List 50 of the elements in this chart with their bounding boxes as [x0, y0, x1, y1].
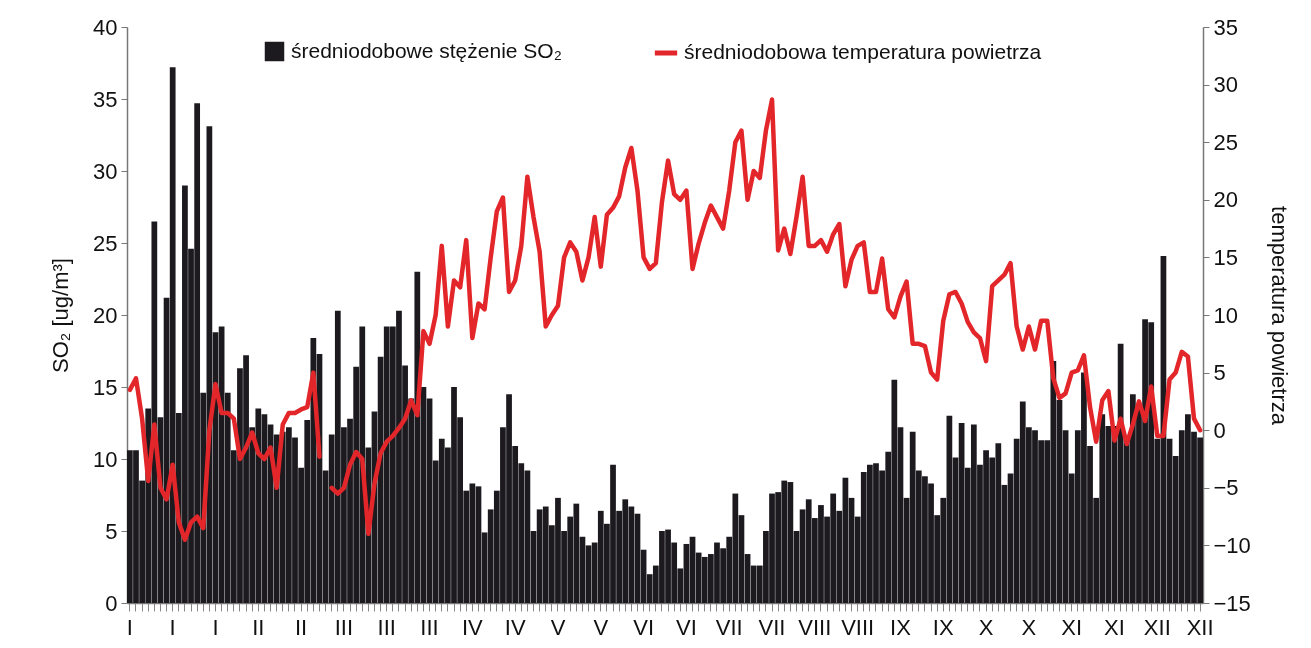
y-tick-label: 30	[93, 158, 118, 184]
y-axis-title: SO₂ [ug/m³]	[48, 258, 74, 373]
y-tick-label: 25	[93, 230, 118, 256]
x-tick-label: VIII	[841, 614, 875, 640]
y-tick-label: 10	[93, 446, 118, 472]
y2-tick-label: 10	[1213, 302, 1238, 328]
x-tick-label: IX	[890, 614, 912, 640]
y2-tick-label: 25	[1213, 129, 1238, 155]
y-tick-label: 40	[93, 14, 118, 40]
y-tick-label: 35	[93, 86, 118, 112]
x-tick-label: II	[295, 614, 308, 640]
y2-tick-label: 5	[1213, 360, 1226, 386]
x-tick-label: IV	[504, 614, 526, 640]
y2-tick-label: 15	[1213, 244, 1238, 270]
y2-tick-label: 35	[1213, 14, 1238, 40]
x-tick-label: VII	[715, 614, 743, 640]
x-tick-label: VI	[676, 614, 697, 640]
x-tick-label: III	[377, 614, 396, 640]
legend-label: średniodobowa temperatura powietrza	[684, 40, 1042, 63]
x-tick-label: IV	[461, 614, 484, 640]
x-tick-label: III	[420, 614, 439, 640]
x-tick-label: I	[169, 614, 176, 640]
x-tick-label: I	[126, 614, 133, 640]
x-tick-label: VII	[758, 614, 786, 640]
y2-tick-label: −15	[1213, 590, 1251, 616]
x-tick-label: XI	[1061, 614, 1083, 640]
legend-label: średniodobowe stężenie SO₂	[291, 38, 562, 62]
y2-tick-label: 20	[1213, 187, 1238, 213]
x-tick-label: V	[550, 614, 566, 640]
y-tick-label: 15	[93, 374, 118, 400]
x-tick-label: IX	[932, 614, 954, 640]
y-tick-label: 5	[105, 518, 118, 544]
x-tick-label: III	[334, 614, 354, 640]
y-tick-label: 20	[93, 302, 118, 328]
x-tick-label: VIII	[798, 614, 832, 640]
y2-tick-label: −10	[1213, 532, 1251, 558]
x-tick-label: II	[252, 614, 265, 640]
y2-tick-label: −5	[1213, 475, 1239, 501]
x-tick-label: XI	[1104, 614, 1125, 640]
x-tick-label: I	[212, 614, 219, 640]
y2-tick-label: 0	[1213, 417, 1226, 443]
y2-tick-label: 30	[1213, 72, 1238, 98]
y2-axis-title: temperatura powietrza	[1266, 206, 1292, 426]
x-tick-label: XII	[1186, 614, 1214, 640]
x-tick-label: X	[978, 614, 994, 640]
x-tick-label: VI	[633, 614, 654, 640]
x-tick-label: X	[1021, 614, 1037, 640]
x-tick-label: XII	[1143, 614, 1171, 640]
x-tick-label: V	[593, 614, 609, 640]
y-tick-label: 0	[105, 590, 118, 616]
